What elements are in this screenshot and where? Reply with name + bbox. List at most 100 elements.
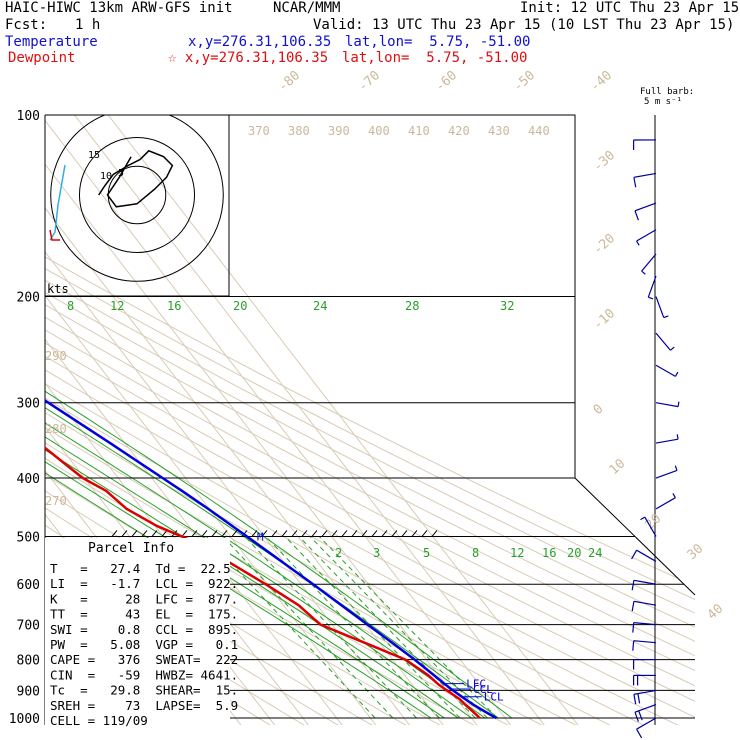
- dry-adiabat-line: [45, 127, 622, 725]
- pressure-tick-label: 200: [17, 291, 40, 306]
- hodograph-ring-label: 5: [118, 168, 124, 179]
- wind-barb-staff: [655, 332, 671, 351]
- wind-barb-flag: [631, 601, 635, 612]
- parcel-info-row: SWI = 0.8 CCL = 895.: [50, 622, 238, 637]
- dry-adiabat-label: 290: [45, 349, 67, 363]
- theta-label: 380: [288, 124, 310, 138]
- mixing-ratio-line: [265, 536, 440, 719]
- stability-hatch: [291, 530, 298, 537]
- wind-barb-flag: [640, 516, 646, 521]
- wind-barb-flag: [633, 177, 637, 188]
- wind-barb-staff: [633, 689, 657, 695]
- stability-hatch: [301, 530, 308, 537]
- wind-barb-staff: [647, 275, 657, 298]
- dry-adiabat-label: 270: [45, 494, 67, 508]
- barb-legend-line1: Full barb:: [640, 87, 694, 97]
- hodograph-ring: [78, 136, 196, 254]
- wind-barb-staff: [633, 622, 657, 626]
- stability-hatch: [231, 530, 238, 537]
- valid-time: Valid: 13 UTC Thu 23 Apr 15 (10 LST Thu …: [313, 17, 735, 33]
- dewpoint-latlon: lat,lon= 5.75, -51.00: [342, 50, 528, 66]
- stability-hatch: [211, 530, 218, 537]
- moist-adiabat-label: 8: [67, 299, 74, 313]
- mixing-ratio-line: [206, 536, 376, 719]
- wind-barb-staff: [636, 229, 657, 242]
- parcel-info-row: LI = -1.7 LCL = 922.: [50, 576, 238, 591]
- stability-hatch: [161, 530, 168, 537]
- stability-hatch: [431, 530, 438, 537]
- hodograph-surface-marker: [49, 229, 60, 241]
- isotherm-line: [45, 115, 482, 725]
- dry-adiabat-line: [45, 127, 695, 725]
- parcel-info-table: T = 27.4 Td = 22.5LI = -1.7 LCL = 922.K …: [50, 561, 238, 728]
- wind-barb-flag: [633, 694, 637, 705]
- wind-barb-flag: [637, 693, 641, 704]
- isotherm-tick-label: -80: [276, 68, 303, 95]
- wind-barb-flag: [632, 622, 635, 633]
- hodograph-trace: [98, 149, 174, 208]
- hodograph-ring-label: 10: [100, 171, 112, 182]
- moist-adiabat-label: 12: [110, 299, 124, 313]
- isotherm-tick-label: -60: [433, 68, 460, 95]
- dry-adiabat-line: [45, 127, 695, 725]
- mixing-ratio-label: 16: [542, 546, 556, 560]
- stability-hatch: [391, 530, 398, 537]
- theta-label: 440: [528, 124, 550, 138]
- theta-label: 410: [408, 124, 430, 138]
- pressure-tick-label: 400: [17, 472, 40, 487]
- isotherm-line: [52, 115, 550, 725]
- wind-barb-flag: [631, 580, 635, 591]
- hodograph-units: kts: [47, 282, 69, 296]
- moist-adiabat-label: 24: [313, 299, 327, 313]
- parcel-info-panel: [45, 538, 230, 728]
- wind-barb-staff: [655, 438, 679, 444]
- pressure-tick-label: 100: [17, 109, 40, 124]
- dewpoint-xy: ☆ x,y=276.31,106.35: [168, 50, 329, 66]
- temperature-latlon: lat,lon= 5.75, -51.00: [345, 34, 531, 50]
- mixing-ratio-line: [244, 536, 417, 719]
- stability-hatch: [191, 530, 198, 537]
- parcel-info-row: CELL = 119/09: [50, 713, 148, 728]
- pressure-tick-label: 800: [17, 654, 40, 669]
- wind-barbs: [631, 139, 680, 739]
- parcel-info-row: PW = 5.08 VGP = 0.1: [50, 637, 238, 652]
- mixing-ratio-label: 8: [472, 546, 479, 560]
- isotherm-tick-label: -10: [591, 306, 618, 333]
- wind-barb-flag: [638, 710, 643, 721]
- wind-barb-staff: [655, 469, 678, 479]
- wind-barb-flag: [672, 493, 676, 499]
- mixing-ratio-line: [222, 536, 394, 719]
- level-annotations: ELMLFCCCLLCL: [257, 530, 504, 703]
- isotherm-line: [45, 115, 516, 725]
- wind-barb-staff: [655, 364, 676, 377]
- stability-hatch: [141, 530, 148, 537]
- wind-barb-flag: [677, 401, 680, 407]
- moist-adiabat-label: 32: [500, 299, 514, 313]
- parcel-info-row: CAPE = 376 SWEAT= 222: [50, 652, 238, 667]
- isotherm-tick-label: 30: [685, 541, 707, 563]
- dry-adiabat-line: [45, 127, 695, 725]
- wind-barb-staff: [655, 402, 679, 408]
- wind-barb-staff: [633, 600, 657, 606]
- stability-hatch: [281, 530, 288, 537]
- mixing-ratio-line: [284, 536, 461, 719]
- parcel-info-row: T = 27.4 Td = 22.5: [50, 561, 231, 576]
- dewpoint-legend: Dewpoint: [8, 50, 76, 66]
- mixing-ratio-label: 2: [335, 546, 342, 560]
- pressure-tick-label: 1000: [9, 712, 40, 727]
- mixing-ratio-label: 5: [423, 546, 430, 560]
- level-label: LFC: [466, 678, 486, 691]
- barb-legend-line2: 5 m s⁻¹: [644, 97, 682, 107]
- hodograph-ring: [107, 165, 167, 225]
- moist-adiabat-label: 16: [167, 299, 181, 313]
- dry-adiabat-line: [45, 127, 695, 725]
- wind-barb-flag: [631, 549, 638, 560]
- org-label: NCAR/MMM: [273, 0, 341, 16]
- dry-adiabat-label: 280: [45, 422, 67, 436]
- pressure-tick-label: 300: [17, 397, 40, 412]
- stability-hatch: [421, 530, 428, 537]
- wind-barb-staff: [641, 253, 657, 272]
- stability-hatch: [271, 530, 278, 537]
